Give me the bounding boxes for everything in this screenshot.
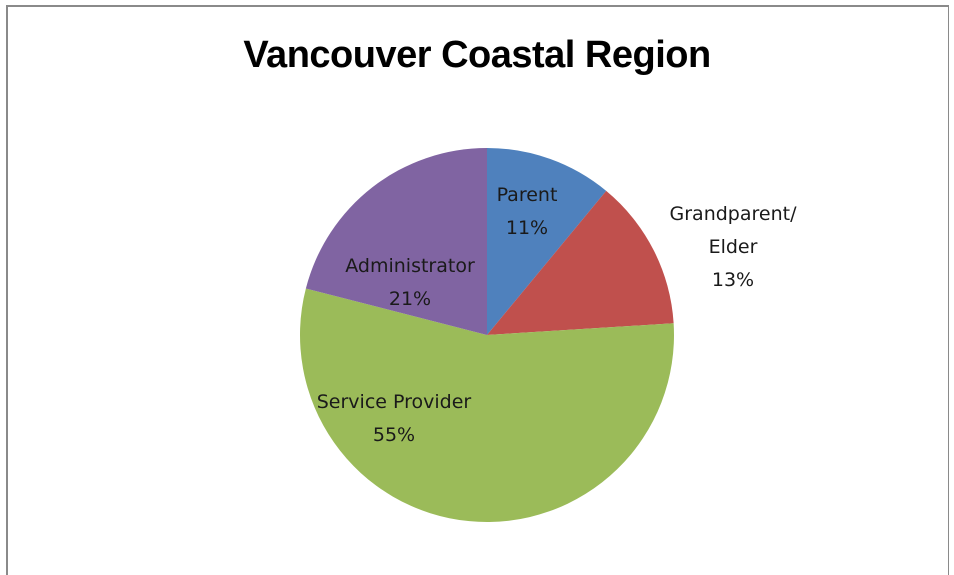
data-label-parent: Parent 11% — [497, 184, 558, 239]
pie-slice-service-provider — [299, 288, 674, 523]
data-label-grandparent-elder: Grandparent/Elder 13% — [670, 203, 798, 291]
data-label-service-provider: Service Provider 55% — [317, 391, 472, 446]
pie-slice-grandparent-elder — [487, 190, 674, 335]
pie-slice-administrator — [305, 148, 487, 335]
pie-slice-parent — [487, 148, 607, 335]
data-label-administrator: Administrator 21% — [345, 255, 475, 310]
chart-title: Vancouver Coastal Region — [243, 34, 711, 76]
